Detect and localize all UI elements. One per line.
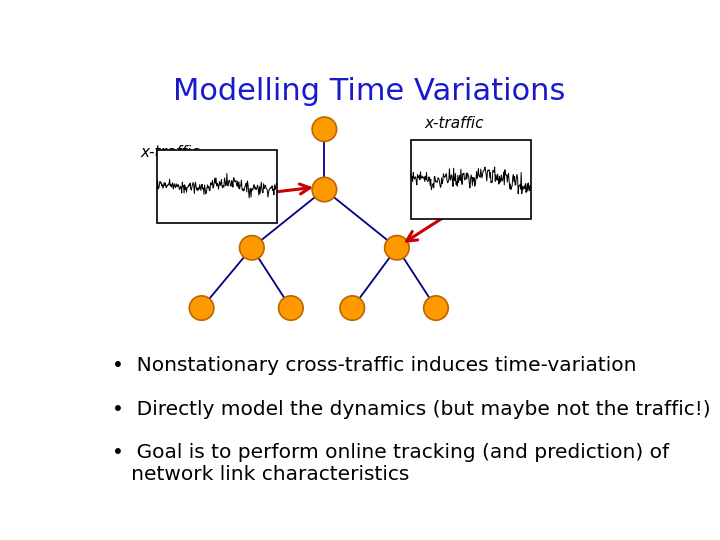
- Ellipse shape: [240, 235, 264, 260]
- Ellipse shape: [384, 235, 409, 260]
- Text: Modelling Time Variations: Modelling Time Variations: [173, 77, 565, 106]
- Text: •  Goal is to perform online tracking (and prediction) of
   network link charac: • Goal is to perform online tracking (an…: [112, 443, 670, 484]
- Text: x-traffic: x-traffic: [140, 145, 199, 160]
- Ellipse shape: [312, 117, 337, 141]
- Ellipse shape: [312, 177, 337, 202]
- Bar: [157, 150, 277, 223]
- Text: •  Nonstationary cross-traffic induces time-variation: • Nonstationary cross-traffic induces ti…: [112, 356, 636, 375]
- Ellipse shape: [189, 296, 214, 320]
- Ellipse shape: [423, 296, 449, 320]
- Text: x-traffic: x-traffic: [425, 116, 485, 131]
- Bar: [411, 140, 531, 219]
- Ellipse shape: [279, 296, 303, 320]
- Ellipse shape: [340, 296, 364, 320]
- Text: •  Directly model the dynamics (but maybe not the traffic!): • Directly model the dynamics (but maybe…: [112, 400, 711, 419]
